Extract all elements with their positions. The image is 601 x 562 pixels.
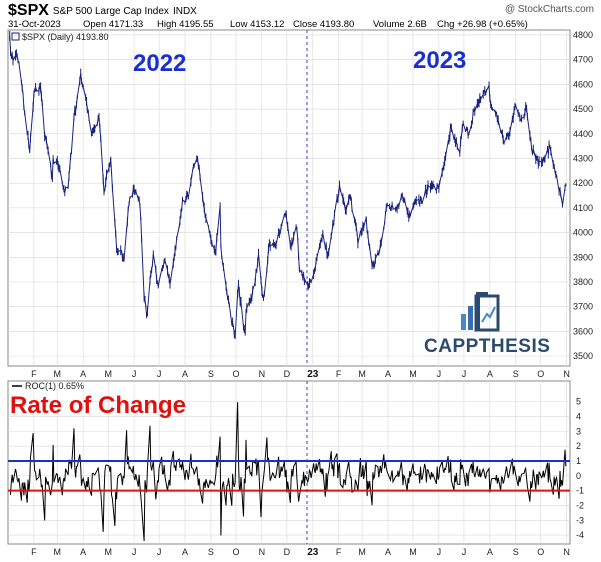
month-tick-label: F	[31, 369, 37, 379]
month-tick-label: S	[513, 369, 519, 379]
month-tick-label: J	[132, 547, 137, 557]
roc-legend: ROC(1) 0.65%	[12, 381, 84, 391]
chart-symbol-name: S&P 500 Large Cap Index	[53, 6, 169, 17]
month-tick-label: F	[336, 547, 342, 557]
logo-text: CAPPTHESIS	[424, 336, 550, 357]
roc-y-tick-label: 5	[576, 397, 581, 407]
roc-y-tick-label: 3	[576, 426, 581, 436]
month-tick-label: O	[232, 369, 239, 379]
chart-volume: Volume 2.6B	[373, 19, 427, 30]
roc-y-axis: -4 -3 -2 -1 0 1 2 3 4 5	[576, 397, 584, 540]
month-tick-label: S	[513, 547, 519, 557]
month-tick-label: A	[487, 369, 493, 379]
price-y-tick-label: 4200	[573, 178, 593, 188]
price-y-tick-label: 4800	[573, 30, 593, 40]
chart-symbol: $SPX	[8, 2, 49, 19]
chart-close: Close 4193.80	[293, 19, 354, 30]
chart-change: Chg +26.98 (+0.65%)	[437, 19, 528, 30]
month-tick-label: 23	[307, 547, 319, 558]
chart-exchange: INDX	[173, 6, 197, 17]
price-legend-text: $SPX (Daily) 4193.80	[22, 32, 109, 42]
month-tick-label: M	[409, 369, 417, 379]
year-label-2022: 2022	[133, 50, 186, 77]
price-x-axis: F M A M J J A S O N D 23 F M A M J J A S O N	[31, 30, 570, 380]
chart-high: High 4195.55	[157, 19, 214, 30]
month-tick-label: D	[284, 369, 291, 379]
price-y-axis: 3500 3600 3700 3800 3900 4000 4100 4200 4300 4400…	[573, 30, 593, 361]
price-y-tick-label: 3900	[573, 252, 593, 262]
price-y-tick-label: 3800	[573, 277, 593, 287]
month-tick-label: F	[31, 547, 37, 557]
roc-title: Rate of Change	[10, 392, 186, 419]
price-y-tick-label: 4400	[573, 129, 593, 139]
price-y-tick-label: 3700	[573, 302, 593, 312]
month-tick-label: M	[104, 369, 112, 379]
month-tick-label: A	[385, 369, 391, 379]
price-y-tick-label: 4300	[573, 153, 593, 163]
price-y-tick-label: 4000	[573, 228, 593, 238]
roc-x-axis: F M A M J J A S O N D 23 F M A M J J A S O N	[31, 381, 570, 558]
month-tick-label: J	[462, 547, 467, 557]
roc-y-tick-label: 4	[576, 412, 581, 422]
roc-y-tick-label: -2	[576, 500, 584, 510]
year-label-2023: 2023	[413, 47, 466, 74]
roc-y-tick-label: 0	[576, 471, 581, 481]
month-tick-label: A	[487, 547, 493, 557]
month-tick-label: 23	[307, 369, 319, 380]
month-tick-label: J	[157, 369, 162, 379]
chart-low: Low 4153.12	[230, 19, 284, 30]
month-tick-label: A	[80, 547, 86, 557]
month-tick-label: N	[259, 547, 266, 557]
month-tick-label: J	[437, 547, 442, 557]
month-tick-label: M	[358, 369, 366, 379]
month-tick-label: F	[336, 369, 342, 379]
roc-y-tick-label: -1	[576, 486, 584, 496]
cappthesis-logo: CAPPTHESIS	[424, 292, 550, 357]
price-y-tick-label: 3500	[573, 351, 593, 361]
month-tick-label: N	[563, 547, 570, 557]
price-y-tick-label: 4500	[573, 104, 593, 114]
roc-y-tick-label: 1	[576, 456, 581, 466]
month-tick-label: O	[537, 369, 544, 379]
chart-date: 31-Oct-2023	[8, 19, 61, 30]
stockcharts-watermark: @ StockCharts.com	[505, 4, 594, 15]
month-tick-label: D	[284, 547, 291, 557]
price-y-tick-label: 4700	[573, 55, 593, 65]
price-y-tick-label: 4600	[573, 79, 593, 89]
month-tick-label: J	[462, 369, 467, 379]
month-tick-label: M	[358, 547, 366, 557]
roc-legend-text: ROC(1) 0.65%	[25, 381, 84, 391]
roc-y-tick-label: -4	[576, 530, 584, 540]
month-tick-label: N	[259, 369, 266, 379]
month-tick-label: A	[182, 547, 188, 557]
chart-open: Open 4171.33	[83, 19, 143, 30]
month-tick-label: J	[437, 369, 442, 379]
month-tick-label: M	[54, 547, 62, 557]
price-daily-bars	[9, 30, 567, 340]
month-tick-label: S	[208, 369, 214, 379]
price-legend-icon	[11, 32, 20, 41]
price-y-tick-label: 3600	[573, 326, 593, 336]
month-tick-label: A	[385, 547, 391, 557]
roc-y-tick-label: -3	[576, 515, 584, 525]
month-tick-label: O	[232, 547, 239, 557]
price-legend: $SPX (Daily) 4193.80	[11, 32, 109, 42]
month-tick-label: J	[157, 547, 162, 557]
month-tick-label: N	[563, 369, 570, 379]
price-y-tick-label: 4100	[573, 203, 593, 213]
roc-grid	[8, 401, 570, 536]
roc-panel-frame	[7, 380, 571, 545]
month-tick-label: A	[80, 369, 86, 379]
month-tick-label: O	[537, 547, 544, 557]
month-tick-label: M	[54, 369, 62, 379]
month-tick-label: A	[182, 369, 188, 379]
month-tick-label: M	[409, 547, 417, 557]
month-tick-label: J	[132, 369, 137, 379]
roc-y-tick-label: 2	[576, 441, 581, 451]
roc-series-line	[10, 402, 567, 542]
month-tick-label: S	[208, 547, 214, 557]
month-tick-label: M	[104, 547, 112, 557]
chart-up-icon	[461, 292, 500, 332]
